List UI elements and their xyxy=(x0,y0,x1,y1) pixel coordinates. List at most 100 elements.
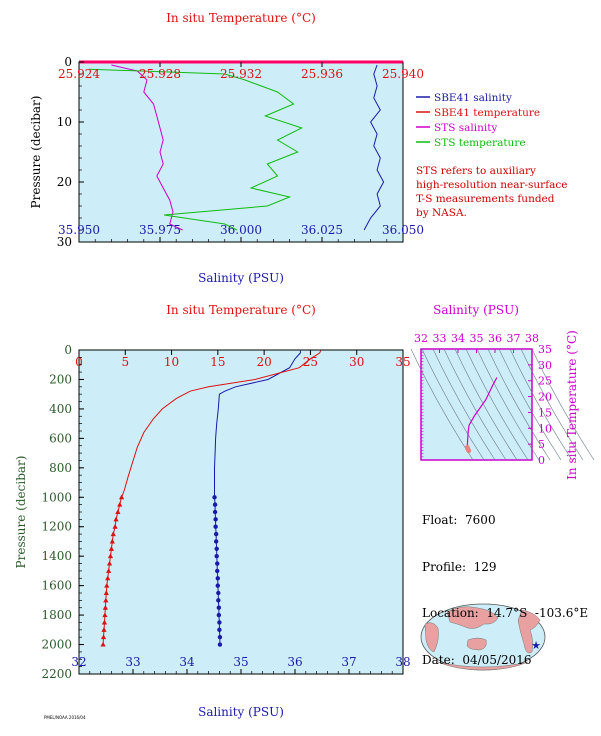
salinity-point xyxy=(213,517,218,522)
undefined-tick-label: 38 xyxy=(395,655,410,669)
ts-temperature-tick-label: 30 xyxy=(538,359,552,372)
series-line-sts-temperature xyxy=(89,68,304,231)
temperature-point xyxy=(102,604,108,610)
undefined-tick-label: 36.025 xyxy=(301,223,343,237)
density-contour xyxy=(443,348,507,461)
sts-note-line: T-S measurements funded xyxy=(416,193,555,205)
temperature-point xyxy=(105,575,111,581)
ts-temperature-tick-label: 35 xyxy=(538,343,552,356)
map-land-americas xyxy=(517,609,541,654)
salinity-point xyxy=(217,620,222,625)
main-axes-layer: 32 33 34 35 36 37 380 5 10 15 20 25 30 35020040060080… xyxy=(41,343,410,681)
map-land-asia xyxy=(446,606,499,629)
undefined-tick-label: 25.940 xyxy=(382,67,424,81)
undefined-tick-label: 30 xyxy=(57,235,72,249)
float-id: Float: 7600 xyxy=(422,513,496,527)
legend-label-sts-salinity: STS salinity xyxy=(434,122,497,134)
undefined-tick-label: 25 xyxy=(303,355,318,369)
undefined-tick-label: 1800 xyxy=(41,608,72,622)
undefined-tick-label: 35 xyxy=(395,355,410,369)
undefined-tick-label: 0 xyxy=(64,55,72,69)
ts-salinity-tick-label: 35 xyxy=(470,332,484,345)
undefined-tick-label: 10 xyxy=(164,355,179,369)
undefined-tick-label: 5 xyxy=(121,355,129,369)
profile-number: Profile: 129 xyxy=(422,559,497,574)
ts-salinity-tick-label: 37 xyxy=(507,332,521,345)
temperature-point xyxy=(100,634,107,640)
temperature-point xyxy=(104,582,110,588)
float-info: Float: 7600 Profile: 129 Location: 14.7°… xyxy=(422,482,588,684)
undefined-tick-label: 32 xyxy=(71,655,86,669)
top-plot-area xyxy=(78,61,404,243)
temperature-point xyxy=(118,494,125,500)
undefined-tick-label: 1600 xyxy=(41,579,72,593)
ts-plot-area xyxy=(420,348,533,461)
main-temperature-axis-title: In situ Temperature (°C) xyxy=(166,303,316,317)
ts-temperature-tick-label: 0 xyxy=(538,454,545,467)
ts-panel: 32 33 34 35 36 37 38 0 5 10 15 20 25 30 35 Salinity (P… xyxy=(410,303,595,480)
undefined-tick-label: 35.975 xyxy=(139,223,181,237)
legend-label-sts-temperature: STS temperature xyxy=(434,137,526,149)
salinity-profile-line xyxy=(214,350,301,498)
temperature-point xyxy=(117,501,123,507)
salinity-point xyxy=(217,642,223,647)
salinity-point xyxy=(212,502,218,507)
top-series-layer xyxy=(89,64,385,231)
undefined-tick-label: 33 xyxy=(125,655,140,669)
salinity-point xyxy=(215,561,220,566)
ts-temperature-tick-label: 25 xyxy=(538,375,552,388)
undefined-tick-label: 36.000 xyxy=(220,223,262,237)
ts-deep-point xyxy=(466,448,472,454)
density-contour xyxy=(454,348,518,461)
salinity-point xyxy=(217,634,223,640)
sts-note-line: by NASA. xyxy=(416,207,467,219)
undefined-tick-label: 35 xyxy=(233,655,248,669)
ts-salinity-tick-label: 33 xyxy=(433,332,447,345)
salinity-point xyxy=(215,576,220,581)
salinity-point xyxy=(216,598,221,603)
salinity-point xyxy=(213,539,219,544)
ts-series-layer xyxy=(464,377,498,454)
sts-note-line: high-resolution near-surface xyxy=(416,179,568,191)
salinity-point xyxy=(217,627,222,633)
temperature-point xyxy=(101,619,108,625)
undefined-tick-label: 20 xyxy=(57,175,72,189)
salinity-point xyxy=(212,509,218,515)
temperature-point xyxy=(101,627,107,632)
salinity-point xyxy=(216,605,222,610)
density-contour xyxy=(465,348,529,461)
float-location: Location: 14.7°S -103.6°E xyxy=(422,606,589,620)
undefined-tick-label: 2200 xyxy=(41,667,72,681)
temperature-point xyxy=(106,560,113,566)
top-pressure-axis-title: Pressure (decibar) xyxy=(29,96,43,209)
undefined-tick-label: 30 xyxy=(349,355,364,369)
density-contour xyxy=(487,348,551,461)
undefined-tick-label: 36.050 xyxy=(382,223,424,237)
ts-temperature-tick-label: 20 xyxy=(538,391,552,404)
series-line-sts-salinity xyxy=(111,64,183,231)
temperature-point xyxy=(100,641,106,647)
density-contour xyxy=(509,348,573,461)
density-contour xyxy=(421,348,485,461)
temperature-point xyxy=(107,553,114,559)
sts-note: STS refers to auxiliary high-resolution … xyxy=(416,164,596,220)
ts-salinity-tick-label: 32 xyxy=(414,332,428,345)
temperature-point xyxy=(102,612,108,618)
top-salinity-axis-title: Salinity (PSU) xyxy=(198,271,284,285)
undefined-tick-label: 0 xyxy=(75,355,83,369)
ts-temperature-tick-label: 10 xyxy=(538,422,552,435)
undefined-tick-label: 25.932 xyxy=(220,67,262,81)
map-land-africa xyxy=(424,622,439,653)
undefined-tick-label: 2000 xyxy=(41,638,72,652)
undefined-tick-label: 0 xyxy=(64,343,72,357)
undefined-tick-label: 600 xyxy=(49,431,72,445)
undefined-tick-label: 20 xyxy=(257,355,272,369)
ts-temperature-tick-label: 15 xyxy=(538,406,552,419)
world-map: ★ xyxy=(420,603,546,671)
salinity-point xyxy=(216,612,222,618)
undefined-tick-label: 37 xyxy=(341,655,356,669)
salinity-point xyxy=(214,546,219,552)
undefined-tick-label: 15 xyxy=(210,355,225,369)
